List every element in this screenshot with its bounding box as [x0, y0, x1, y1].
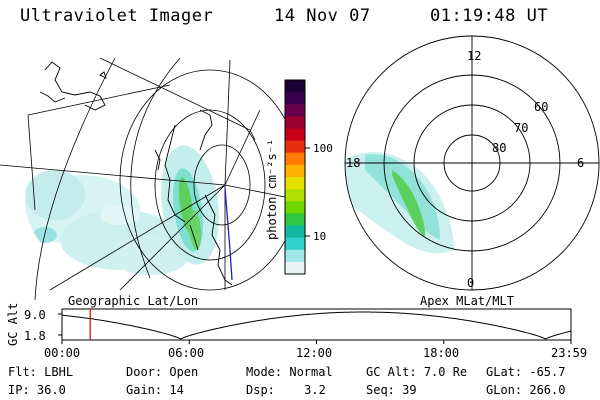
mlt-label-6: 6: [577, 156, 584, 170]
alt-ytick-9: 9.0: [24, 308, 46, 322]
colorbar-swatch: [285, 92, 305, 105]
colorbar-swatch: [285, 152, 305, 166]
alt-xtick-1200: 12:00: [296, 346, 333, 360]
polar-plot: 12 18 6 0 60 70 80: [344, 35, 600, 291]
diffuse-emission-geo: [25, 170, 190, 275]
geo-panel-label: Geographic Lat/Lon: [68, 294, 199, 308]
lat-label-80: 80: [492, 141, 506, 155]
lat-label-70: 70: [514, 121, 528, 135]
colorbar: 100 10 photon cm⁻²s⁻¹: [265, 79, 333, 275]
alt-xtick-0600: 06:00: [168, 346, 205, 360]
time-label: 01:19:48 UT: [430, 6, 549, 26]
status-gain-value: 14: [169, 383, 184, 397]
status-dsp: Dsp: 3.2: [246, 383, 326, 397]
status-mode-value: Normal: [289, 365, 333, 379]
status-ip-value: 36.0: [36, 383, 66, 397]
colorbar-swatch: [285, 189, 305, 202]
status-door: Door: Open: [126, 365, 199, 379]
polar-panel-label: Apex MLat/MLT: [420, 294, 514, 308]
status-gain: Gain: 14: [126, 383, 184, 397]
colorbar-swatch: [285, 128, 305, 142]
colorbar-swatch: [285, 201, 305, 214]
status-flt: Flt: LBHL: [8, 365, 74, 379]
colorbar-swatch: [285, 164, 305, 178]
colorbar-swatch: [285, 237, 305, 251]
colorbar-swatch: [285, 104, 305, 117]
alt-xtick-0000: 00:00: [44, 346, 81, 360]
alt-xtick-1800: 18:00: [423, 346, 460, 360]
status-gcalt-value: 7.0 Re: [423, 365, 468, 379]
status-glat-value: -65.7: [529, 365, 566, 379]
status-flt-value: LBHL: [44, 365, 74, 379]
colorbar-unit-label: photon cm⁻²s⁻¹: [265, 139, 279, 240]
mlt-label-18: 18: [346, 156, 360, 170]
colorbar-swatch: [285, 80, 305, 93]
geographic-map: [0, 57, 301, 301]
lat-label-60: 60: [534, 100, 548, 114]
colorbar-swatch: [285, 249, 305, 263]
trajectory-line: [224, 187, 233, 281]
colorbar-swatch: [285, 140, 305, 154]
status-mode: Mode: Normal: [246, 365, 333, 379]
altitude-plot: 9.0 1.8 GC Alt: [6, 303, 572, 346]
alt-xtick-2359: 23:59: [551, 346, 588, 360]
map-grid: [0, 57, 301, 301]
polar-grid: [344, 35, 600, 291]
alt-ylabel: GC Alt: [6, 303, 20, 346]
aurora-oval-polar: [345, 152, 455, 254]
status-dsp-value: 3.2: [304, 383, 326, 397]
instrument-title: Ultraviolet Imager: [20, 6, 214, 26]
status-ip: IP: 36.0: [8, 383, 66, 397]
status-door-value: Open: [169, 365, 199, 379]
status-seq: Seq: 39: [366, 383, 417, 397]
mlt-label-0: 0: [467, 276, 474, 290]
colorbar-swatches: [285, 80, 305, 275]
colorbar-tick-10: 10: [313, 230, 326, 243]
date-label: 14 Nov 07: [274, 6, 371, 26]
colorbar-swatch: [285, 177, 305, 190]
coastlines: [39, 61, 233, 286]
mlt-label-12: 12: [467, 49, 481, 63]
status-seq-value: 39: [402, 383, 417, 397]
altitude-curve: [61, 311, 572, 340]
status-glon: GLon: 266.0: [486, 383, 566, 397]
altitude-xticks: [61, 340, 572, 344]
colorbar-swatch: [285, 213, 305, 227]
status-gcalt: GC Alt: 7.0 Re: [366, 365, 468, 379]
colorbar-swatch: [285, 116, 305, 130]
status-glon-value: 266.0: [529, 383, 566, 397]
colorbar-swatch: [285, 261, 305, 275]
colorbar-tick-100: 100: [313, 142, 333, 155]
alt-ytick-1.8: 1.8: [24, 329, 46, 343]
status-glat: GLat: -65.7: [486, 365, 566, 379]
colorbar-swatch: [285, 225, 305, 239]
